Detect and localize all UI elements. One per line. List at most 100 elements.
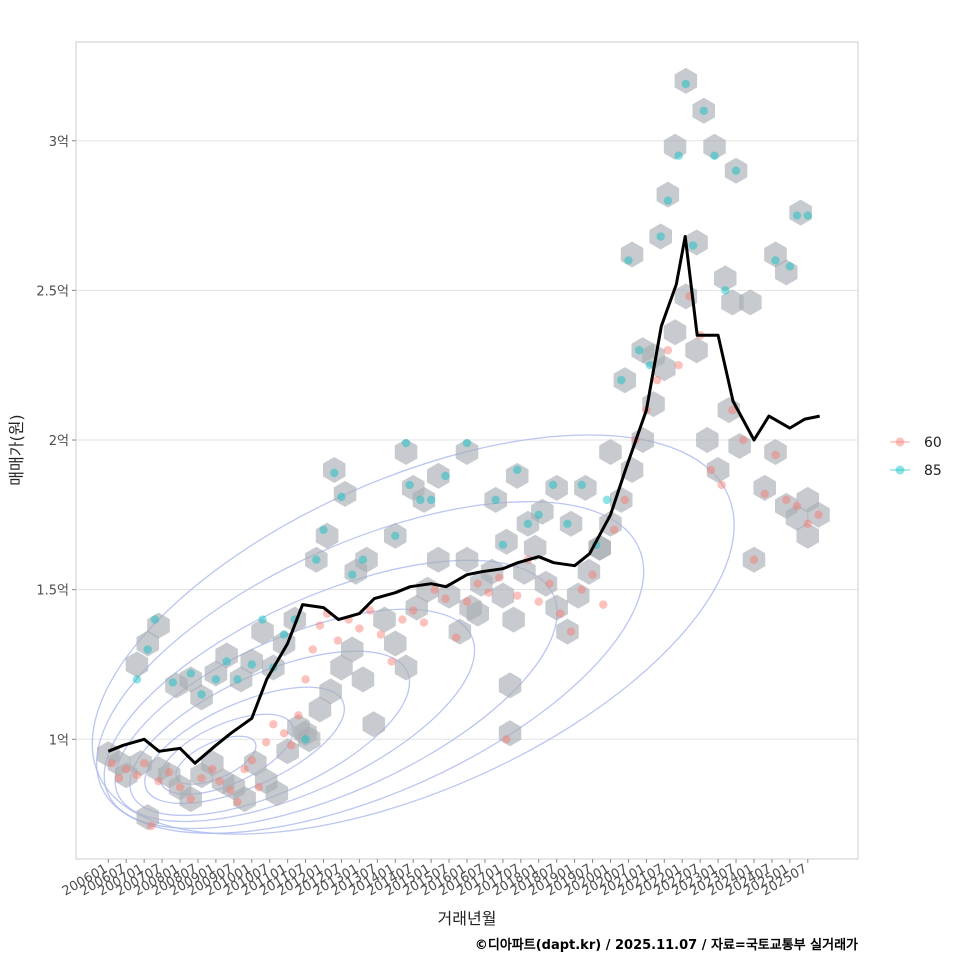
point-85 [563,519,572,529]
hexbin-cell [333,480,357,507]
hexbin-cell [233,786,256,813]
hexbin-cell [724,157,748,184]
hexbin-cell [513,558,536,585]
hexbin-cell [362,711,385,738]
point-60 [186,794,195,804]
hexbin-cell [599,510,622,537]
y-tick-label: 1.5억 [36,584,69,599]
hexbin-cell [412,486,436,513]
point-85 [132,675,142,684]
hexbin-cell [384,522,407,549]
point-85 [301,735,310,744]
hexbin-cell [448,618,472,645]
hexbin-cell [384,630,407,657]
y-axis-title: 매매가(원) [7,414,26,485]
hexbin-cell [764,241,787,268]
hexbin-cell [341,636,364,663]
density-contour [114,608,476,823]
point-85 [731,166,741,175]
point-60 [376,630,386,639]
point-60 [760,489,769,499]
y-tick-label: 3억 [49,135,69,150]
point-60 [484,588,493,597]
hexbin-cell [394,439,418,465]
hexbin-cell [240,648,263,675]
point-60 [208,765,217,774]
hexbin-cell [265,780,289,807]
point-85 [674,151,683,160]
hexbin-cell [394,654,418,681]
hexbin-cell [739,289,762,316]
point-60 [226,785,235,795]
point-85 [721,286,730,295]
point-85 [803,211,812,220]
hexbin-layer [97,67,830,831]
point-85 [498,540,508,549]
point-60 [452,633,461,642]
hexbin-cell [556,618,579,645]
point-85 [710,151,719,160]
point-60 [674,361,683,370]
point-85 [699,106,708,116]
point-85 [688,241,698,250]
hexbin-cell [276,738,299,765]
point-60 [620,495,630,505]
hexbin-cell [355,546,378,573]
point-85 [391,531,400,540]
point-85 [624,256,633,265]
hexbin-cell [674,67,698,94]
hexbin-cell [610,486,633,513]
hexbin-cell [244,750,267,777]
point-85 [617,375,626,385]
hexbin-cell [642,343,665,370]
point-60 [588,570,597,579]
hexbin-cell [204,660,228,687]
point-60 [803,519,812,529]
hexbin-cell [294,720,317,747]
hexbin-cell [506,462,529,489]
hexbin-cell [125,651,149,678]
point-85 [319,525,328,535]
hexbin-cell [789,199,812,226]
point-60 [739,435,748,445]
point-85 [792,211,802,220]
hexbin-cell [373,606,396,633]
point-60 [240,765,249,774]
hexbin-cell [495,528,518,555]
hexbin-cell [728,433,751,459]
point-60 [792,501,802,511]
hexbin-cell [491,582,515,609]
hexbin-cell [545,594,568,621]
hexbin-cell [437,582,461,609]
hexbin-cell [588,534,611,561]
hexbin-cell [534,570,558,597]
point-85 [645,361,655,370]
point-60 [609,525,619,535]
hexbin-cell [466,600,489,627]
hexbin-cell [136,630,159,657]
point-85 [416,495,425,505]
legend-key-85 [895,465,905,475]
hexbin-cell [455,546,479,573]
hexbin-cell [502,606,525,633]
point-60 [365,606,375,615]
hexbin-cell [308,696,332,723]
point-85 [330,468,339,478]
hexbin-cell [498,672,522,699]
point-60 [577,585,586,594]
point-85 [577,480,586,490]
hexbin-cell [685,229,708,256]
point-60 [247,756,256,765]
gridlines [76,140,858,740]
point-85 [150,615,160,624]
hexbin-cell [179,666,202,693]
point-60 [502,735,511,744]
hexbin-cell [405,594,428,621]
hexbin-cell [498,720,522,747]
hexbin-cell [785,504,809,531]
hexbin-cell [427,546,450,573]
source-caption: ©디아파트(dapt.kr) / 2025.11.07 / 자료=국토교통부 실… [474,938,858,953]
point-85 [462,438,472,448]
hexbin-cell [807,501,830,528]
